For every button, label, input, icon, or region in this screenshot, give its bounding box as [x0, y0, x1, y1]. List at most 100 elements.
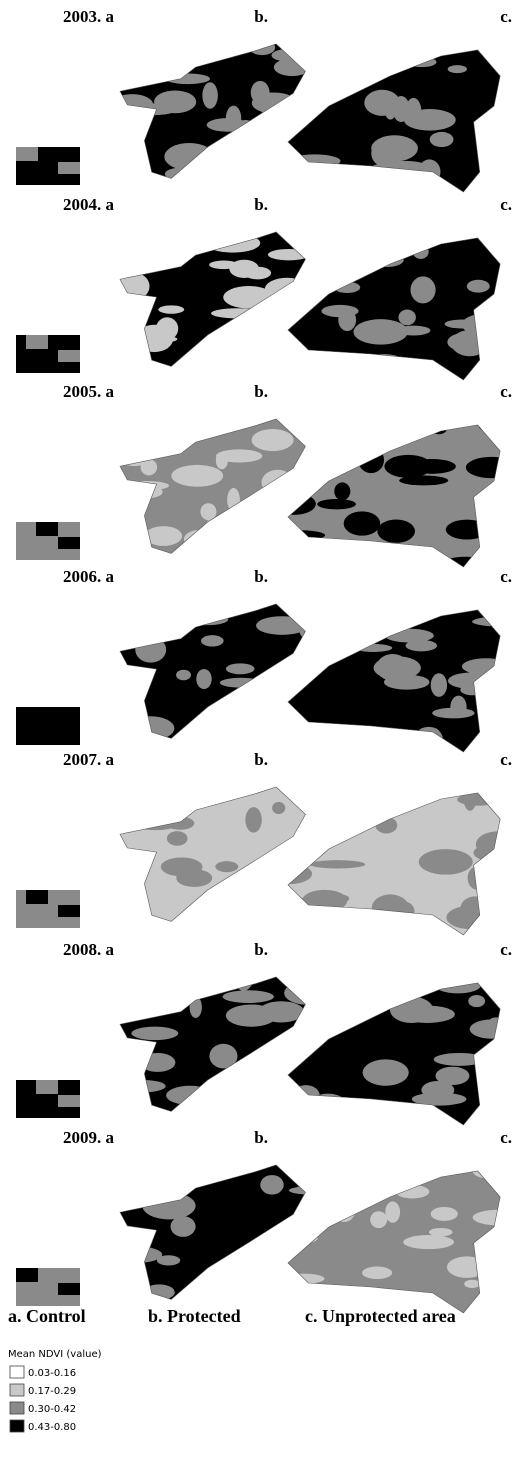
map-outline — [119, 976, 306, 1112]
map-patch — [446, 1256, 487, 1278]
map-outline — [287, 792, 501, 936]
map-patch — [333, 358, 362, 385]
map-patch — [251, 92, 298, 114]
caption: b. Protected — [148, 1306, 241, 1326]
row-label-a: 2007. a — [63, 750, 115, 769]
map-patch — [289, 154, 341, 168]
map-patch — [151, 1060, 169, 1070]
map-patch — [134, 819, 177, 831]
map-patch — [316, 51, 332, 60]
map-patch — [143, 1284, 175, 1300]
legend-label: 0.43-0.80 — [28, 1422, 76, 1433]
map-patch — [224, 877, 260, 890]
map-patch — [322, 734, 351, 751]
legend-label: 0.03-0.16 — [28, 1368, 76, 1379]
row-label-a: 2004. a — [63, 195, 115, 214]
map-patch — [429, 131, 454, 148]
control-map — [16, 1268, 80, 1306]
map-patch — [451, 330, 489, 357]
map-patch — [385, 1201, 401, 1223]
map-patch — [135, 636, 167, 663]
map-patch — [312, 1102, 351, 1125]
map-patch — [375, 816, 398, 834]
row-label-b: b. — [254, 382, 268, 401]
map-patch — [342, 621, 360, 634]
map-patch — [299, 238, 349, 253]
map-patch — [309, 860, 366, 869]
map-patch — [120, 1189, 129, 1198]
map-patch — [227, 487, 240, 512]
map-patch — [365, 918, 407, 928]
map-area — [120, 419, 306, 554]
map-outline — [287, 1170, 501, 1314]
map-outline — [287, 424, 501, 568]
map-patch — [430, 673, 448, 697]
map-patch — [248, 44, 276, 56]
map-area — [120, 977, 306, 1112]
map-patch — [196, 668, 212, 690]
map-patch — [299, 457, 306, 476]
map-patch — [403, 1234, 454, 1250]
map-patch — [406, 56, 437, 68]
map-patch — [381, 50, 406, 67]
map-patch — [480, 315, 501, 331]
map-patch — [351, 431, 387, 445]
map-patch — [154, 90, 197, 114]
map-patch — [160, 857, 203, 877]
map-patch — [205, 233, 261, 253]
control-map — [16, 1080, 80, 1118]
row-label-c: c. — [500, 750, 512, 769]
map-patch — [465, 456, 501, 479]
map-patch — [120, 94, 154, 116]
map-patch — [197, 232, 213, 248]
map-patch — [466, 279, 490, 293]
map-patch — [297, 640, 339, 663]
control-patch — [58, 1283, 80, 1295]
map-patch — [288, 555, 309, 567]
map-patch — [121, 629, 169, 641]
row-label-c: c. — [500, 567, 512, 586]
map-patch — [327, 726, 368, 752]
map-patch — [428, 1227, 453, 1237]
map-patch — [120, 1275, 139, 1299]
unprotected-map — [288, 793, 501, 935]
map-patch — [478, 1058, 501, 1081]
map-patch — [166, 831, 188, 846]
legend-label: 0.17-0.29 — [28, 1386, 76, 1397]
map-patch — [435, 1066, 470, 1086]
map-patch — [300, 631, 306, 659]
map-patch — [145, 619, 171, 638]
map-patch — [328, 546, 351, 567]
control-patch — [16, 147, 38, 161]
map-patch — [296, 168, 313, 179]
map-outline — [119, 418, 306, 554]
map-patch — [432, 707, 475, 719]
map-patch — [398, 309, 416, 326]
map-area — [120, 44, 306, 179]
map-patch — [288, 1232, 318, 1245]
map-patch — [326, 994, 379, 1017]
map-patch — [144, 526, 183, 546]
map-patch — [168, 787, 215, 803]
control-patch — [58, 722, 80, 734]
map-patch — [206, 118, 249, 132]
map-patch — [224, 915, 279, 922]
map-patch — [418, 849, 473, 875]
map-patch — [200, 503, 217, 521]
map-patch — [384, 454, 433, 478]
map-patch — [170, 1216, 196, 1237]
map-patch — [346, 353, 392, 380]
map-outline — [287, 609, 501, 753]
map-patch — [222, 990, 274, 1004]
row-label-c: c. — [500, 195, 512, 214]
map-patch — [215, 452, 228, 470]
legend-title: Mean NDVI (value) — [8, 1349, 102, 1360]
map-patch — [359, 744, 383, 753]
map-patch — [245, 807, 262, 833]
map-patch — [171, 464, 224, 487]
control-patch — [36, 1080, 58, 1094]
control-patch — [16, 707, 38, 721]
map-patch — [261, 469, 294, 496]
map-patch — [444, 319, 481, 329]
map-patch — [120, 447, 133, 463]
